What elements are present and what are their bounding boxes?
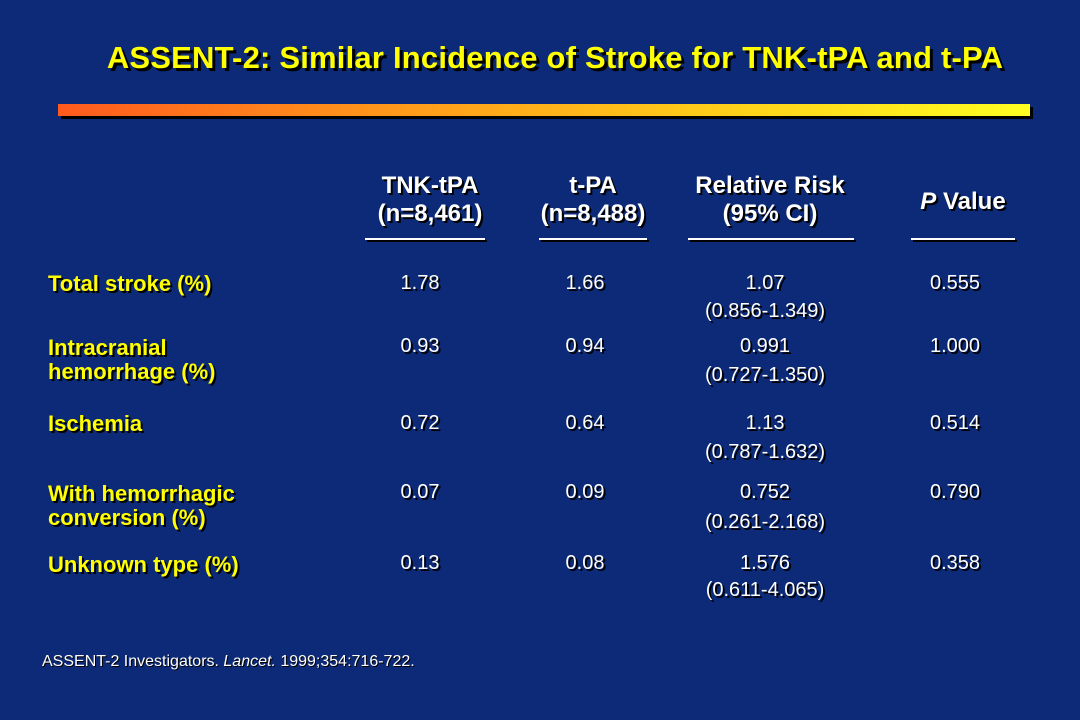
- col-header-p-italic: P: [920, 188, 937, 215]
- cell-hemorrhagic-conversion-tpa: 0.09: [565, 481, 605, 503]
- cell-hemorrhagic-conversion-ci: (0.261-2.168): [704, 511, 826, 533]
- cell-ischemia-ci: (0.787-1.632): [704, 441, 826, 463]
- cell-total-stroke-rr: 1.07: [745, 272, 785, 294]
- col-header-tnk-tpa: TNK-tPA (n=8,461): [355, 172, 505, 228]
- cell-hemorrhagic-conversion-tnk: 0.07: [400, 481, 440, 503]
- cell-ischemia-tpa: 0.64: [565, 412, 605, 434]
- col-header-relative-risk-line2: (95% CI): [722, 200, 818, 227]
- cell-ischemia-p: 0.514: [929, 412, 981, 434]
- cell-intracranial-tnk: 0.93: [400, 335, 440, 357]
- col-header-t-pa-line1: t-PA: [569, 172, 617, 199]
- col-header-tnk-tpa-rule: [365, 238, 485, 240]
- title-underline-bar: [58, 104, 1030, 116]
- cell-hemorrhagic-conversion-p: 0.790: [929, 481, 981, 503]
- col-header-t-pa: t-PA (n=8,488): [518, 172, 668, 228]
- cell-unknown-type-tnk: 0.13: [400, 552, 440, 574]
- row-label-unknown-type: Unknown type (%): [48, 552, 239, 577]
- col-header-tnk-tpa-line1: TNK-tPA: [381, 172, 479, 199]
- cell-intracranial-rr: 0.991: [739, 335, 791, 357]
- col-header-t-pa-line2: (n=8,488): [540, 200, 646, 227]
- footnote-journal: Lancet.: [223, 653, 276, 670]
- cell-total-stroke-ci: (0.856-1.349): [704, 300, 826, 322]
- cell-intracranial-ci: (0.727-1.350): [704, 364, 826, 386]
- row-label-total-stroke: Total stroke (%): [48, 271, 212, 296]
- col-header-t-pa-rule: [539, 238, 647, 240]
- reference-footnote: ASSENT-2 Investigators. Lancet. 1999;354…: [42, 653, 415, 671]
- cell-total-stroke-tnk: 1.78: [400, 272, 440, 294]
- slide-title: ASSENT-2: Similar Incidence of Stroke fo…: [106, 40, 1004, 75]
- col-header-relative-risk: Relative Risk (95% CI): [668, 172, 872, 228]
- cell-ischemia-rr: 1.13: [745, 412, 785, 434]
- col-header-relative-risk-rule: [688, 238, 854, 240]
- row-label-intracranial-hemorrhage: Intracranial hemorrhage (%): [48, 335, 216, 384]
- cell-intracranial-p: 1.000: [929, 335, 981, 357]
- cell-unknown-type-ci: (0.611-4.065): [705, 579, 825, 601]
- cell-unknown-type-rr: 1.576: [739, 552, 791, 574]
- col-header-p-rest: Value: [936, 188, 1006, 215]
- cell-hemorrhagic-conversion-rr: 0.752: [739, 481, 791, 503]
- cell-total-stroke-p: 0.555: [929, 272, 981, 294]
- row-label-ischemia: Ischemia: [48, 411, 143, 436]
- footnote-authors: ASSENT-2 Investigators.: [42, 653, 224, 670]
- cell-ischemia-tnk: 0.72: [400, 412, 440, 434]
- cell-intracranial-tpa: 0.94: [565, 335, 605, 357]
- cell-unknown-type-tpa: 0.08: [565, 552, 605, 574]
- col-header-p-value-rule: [911, 238, 1015, 240]
- cell-unknown-type-p: 0.358: [929, 552, 981, 574]
- col-header-p-value: P Value: [888, 188, 1038, 216]
- col-header-relative-risk-line1: Relative Risk: [695, 172, 845, 199]
- row-label-hemorrhagic-conversion: With hemorrhagic conversion (%): [48, 481, 235, 530]
- col-header-tnk-tpa-line2: (n=8,461): [377, 200, 483, 227]
- cell-total-stroke-tpa: 1.66: [565, 272, 605, 294]
- footnote-citation: 1999;354:716-722.: [275, 653, 415, 670]
